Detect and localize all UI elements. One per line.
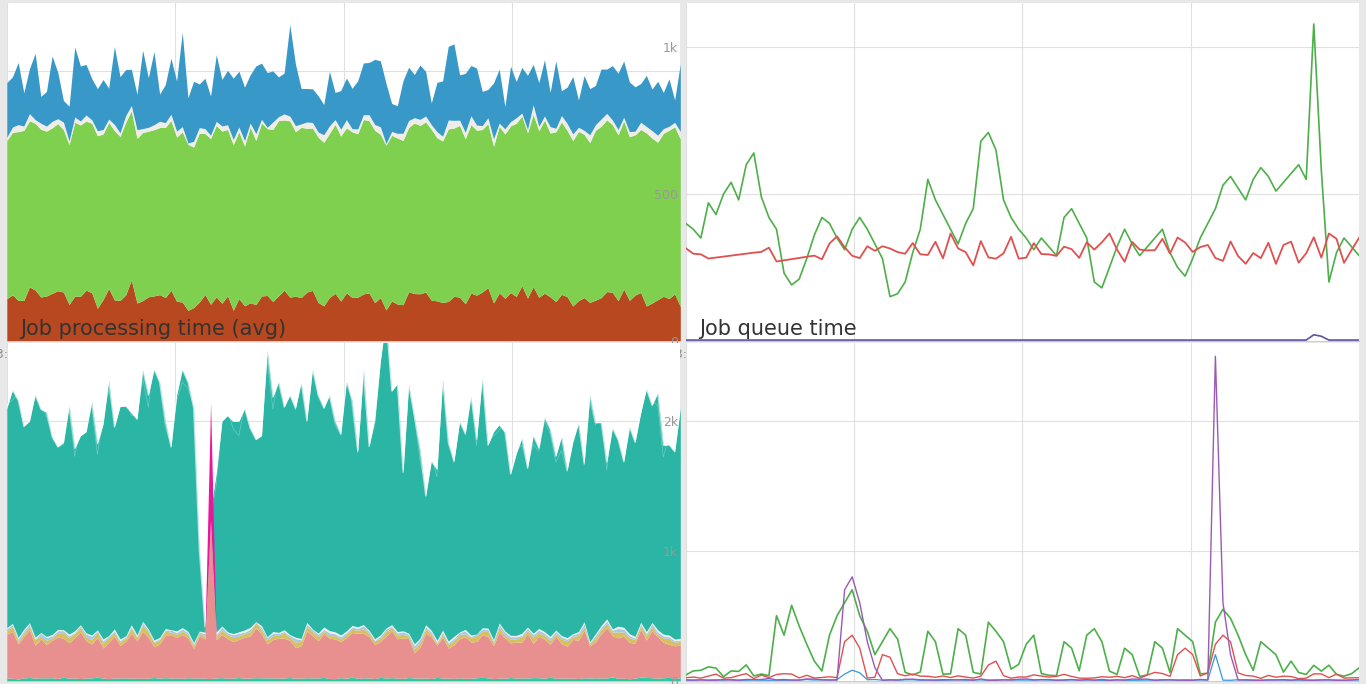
Text: Job queue time: Job queue time xyxy=(699,319,856,339)
Text: Job processing time (avg): Job processing time (avg) xyxy=(20,319,287,339)
